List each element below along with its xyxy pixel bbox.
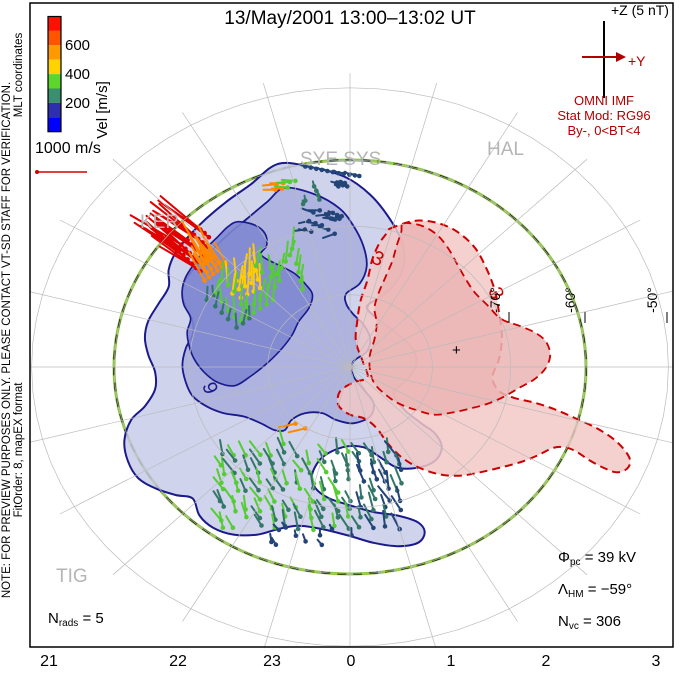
svg-text:+Y: +Y (628, 53, 646, 69)
svg-text:Vel [m/s]: Vel [m/s] (94, 81, 111, 139)
svg-text:22: 22 (169, 653, 187, 670)
svg-text:NOTE: FOR PREVIEW PURPOSES ONL: NOTE: FOR PREVIEW PURPOSES ONLY. PLEASE … (1, 82, 13, 598)
svg-text:21: 21 (40, 653, 58, 670)
svg-text:1: 1 (447, 653, 456, 670)
svg-text:13/May/2001 13:00–13:02 UT: 13/May/2001 13:00–13:02 UT (224, 8, 476, 29)
svg-text:600: 600 (65, 37, 90, 54)
svg-text:Stat Mod: RG96: Stat Mod: RG96 (557, 108, 650, 123)
svg-text:Nvc = 306: Nvc = 306 (558, 613, 621, 632)
svg-text:TIG: TIG (56, 566, 88, 587)
svg-text:200: 200 (65, 95, 90, 112)
svg-text:3: 3 (652, 653, 661, 670)
svg-text:HAL: HAL (487, 139, 524, 160)
svg-text:1000 m/s: 1000 m/s (35, 140, 101, 157)
svg-text:+Z (5 nT): +Z (5 nT) (611, 2, 669, 18)
svg-text:400: 400 (65, 66, 90, 83)
svg-text:OMNI IMF: OMNI IMF (574, 93, 634, 108)
svg-text:-50°: -50° (644, 287, 660, 313)
svg-text:MLT coordinates: MLT coordinates (13, 32, 25, 117)
svg-text:+: + (452, 342, 461, 359)
svg-text:0: 0 (347, 653, 356, 670)
svg-text:FitOrder: 8, mapEX format: FitOrder: 8, mapEX format (13, 382, 25, 518)
svg-text:2: 2 (542, 653, 551, 670)
svg-text:Φpc = 39 kV: Φpc = 39 kV (558, 549, 636, 568)
svg-text:23: 23 (263, 653, 281, 670)
svg-text:By-, 0<BT<4: By-, 0<BT<4 (568, 123, 641, 138)
svg-text:SYE SYS: SYE SYS (300, 149, 381, 170)
svg-text:-60°: -60° (562, 287, 578, 313)
